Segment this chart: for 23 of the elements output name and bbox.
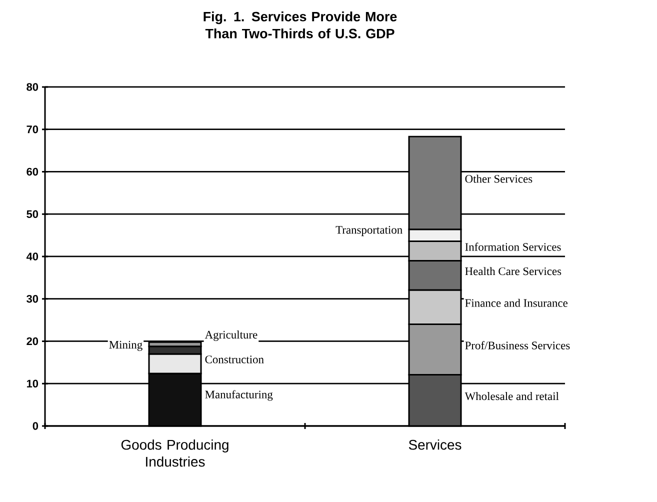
series-label: Other Services: [465, 174, 532, 183]
series-label: Mining: [109, 340, 142, 351]
series-label: Wholesale and retail: [464, 392, 559, 400]
y-tick-label: 0: [32, 422, 38, 430]
series-label: Transportation: [336, 226, 402, 236]
series-label: Construction: [205, 356, 264, 364]
series-label: Manufacturing: [205, 390, 273, 401]
y-tick-label: 70: [26, 125, 38, 134]
x-tick-label: Services: [408, 440, 462, 450]
series-label: Finance and Insurance: [465, 298, 568, 307]
x-tick-label: Goods Producing Industries: [121, 440, 228, 467]
y-tick-label: 80: [26, 83, 38, 91]
y-tick-label: 20: [26, 337, 38, 346]
y-tick-label: 60: [26, 168, 38, 176]
series-label: Information Services: [465, 242, 561, 251]
y-tick-label: 40: [26, 252, 38, 260]
y-tick-label: 10: [26, 380, 38, 388]
series-label: Agriculture: [204, 330, 258, 341]
series-label: Health Care Services: [465, 267, 562, 276]
y-tick-label: 50: [26, 210, 38, 218]
y-tick-label: 30: [26, 294, 38, 303]
series-label: Prof/Business Services: [465, 341, 570, 350]
chart-title: Fig. 1. Services Provide More Than Two-Thirds of U.S. GDP: [204, 12, 397, 38]
